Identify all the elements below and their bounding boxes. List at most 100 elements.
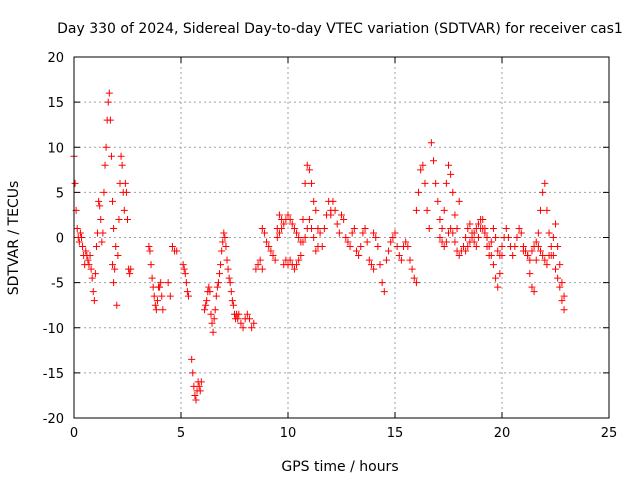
- data-point: [209, 328, 217, 336]
- data-point: [76, 229, 84, 237]
- data-point: [496, 270, 504, 278]
- data-point: [114, 252, 122, 260]
- data-point: [489, 261, 497, 269]
- data-point: [293, 229, 301, 237]
- data-point: [359, 229, 367, 237]
- data-point: [489, 224, 497, 232]
- data-point: [258, 265, 266, 273]
- data-point: [537, 206, 545, 214]
- data-point: [227, 288, 235, 296]
- data-point: [126, 270, 134, 278]
- data-point: [494, 283, 502, 291]
- data-point: [207, 310, 215, 318]
- data-point: [182, 279, 190, 287]
- data-point: [470, 229, 478, 237]
- y-tick-label: 15: [47, 96, 64, 111]
- data-point: [387, 238, 395, 246]
- data-point: [492, 274, 500, 282]
- data-point: [436, 215, 444, 223]
- data-point: [295, 234, 303, 241]
- data-point: [539, 252, 547, 260]
- data-point: [310, 197, 318, 205]
- data-point: [195, 382, 203, 390]
- data-point: [206, 288, 214, 296]
- data-point: [120, 206, 128, 214]
- data-point: [305, 166, 313, 174]
- data-point: [530, 288, 538, 296]
- data-point: [273, 234, 281, 241]
- data-point: [229, 301, 237, 309]
- data-point: [203, 297, 211, 305]
- data-point: [168, 243, 176, 251]
- data-point: [100, 188, 108, 196]
- data-point: [188, 355, 196, 363]
- data-point: [528, 283, 536, 291]
- data-point: [509, 252, 517, 260]
- data-point: [269, 252, 277, 260]
- grid-lines: [74, 57, 609, 418]
- data-point: [263, 238, 271, 246]
- data-point: [528, 247, 536, 255]
- data-point: [462, 234, 470, 241]
- data-point: [556, 283, 564, 291]
- data-point: [415, 188, 423, 196]
- data-point: [180, 265, 188, 273]
- data-point: [217, 261, 225, 269]
- data-point: [344, 238, 352, 246]
- data-point: [532, 256, 540, 264]
- data-point: [228, 297, 236, 305]
- data-point: [260, 229, 268, 237]
- data-point: [329, 197, 337, 205]
- data-point: [449, 188, 457, 196]
- data-point: [367, 261, 375, 269]
- data-point: [84, 256, 92, 264]
- data-point: [92, 243, 100, 251]
- data-point: [438, 224, 446, 232]
- data-point: [342, 234, 350, 241]
- data-points: [70, 89, 568, 404]
- data-point: [71, 179, 79, 187]
- data-point: [107, 152, 115, 160]
- data-point: [173, 247, 181, 255]
- data-point: [355, 252, 363, 260]
- data-point: [235, 310, 243, 318]
- data-point: [380, 288, 388, 296]
- data-point: [558, 297, 566, 305]
- data-point: [124, 215, 131, 223]
- data-point: [105, 89, 113, 97]
- data-point: [374, 243, 382, 251]
- data-point: [299, 215, 307, 223]
- data-point: [442, 238, 450, 246]
- data-point: [252, 265, 260, 273]
- data-point: [299, 238, 307, 246]
- data-point: [308, 224, 316, 232]
- data-point: [391, 229, 399, 237]
- y-tick-label: -20: [43, 412, 64, 427]
- data-point: [331, 206, 339, 214]
- data-point: [378, 279, 386, 287]
- data-point: [248, 324, 256, 332]
- data-point: [216, 270, 224, 278]
- data-point: [361, 224, 369, 232]
- data-point: [432, 179, 440, 187]
- data-point: [288, 220, 296, 228]
- data-point: [250, 319, 258, 327]
- data-point: [425, 224, 433, 232]
- data-point: [545, 229, 553, 237]
- data-point: [412, 206, 420, 214]
- data-point: [445, 161, 452, 169]
- data-point: [498, 243, 506, 251]
- y-tick-label: -5: [51, 277, 64, 292]
- data-point: [239, 324, 247, 332]
- data-point: [462, 247, 470, 255]
- data-point: [447, 224, 455, 232]
- data-point: [314, 224, 322, 232]
- data-point: [109, 261, 117, 269]
- data-point: [526, 270, 534, 278]
- data-point: [197, 378, 205, 386]
- x-tick-label: 25: [601, 426, 618, 441]
- data-point: [348, 229, 356, 237]
- data-point: [225, 274, 233, 282]
- data-point: [85, 261, 93, 269]
